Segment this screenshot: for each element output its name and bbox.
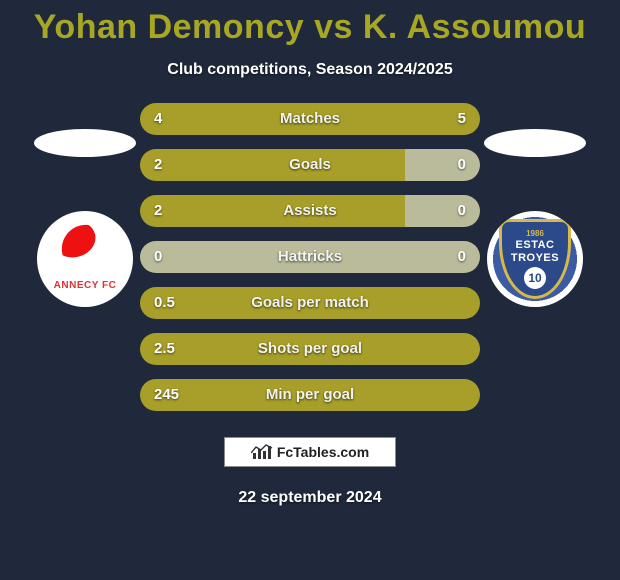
club-name-right-2: TROYES [511,252,559,264]
stat-label: Goals per match [140,287,480,319]
comparison-panel: ANNECY FC 45Matches 20Goals 20Assists 00Hat… [0,103,620,411]
player-left-avatar [34,129,136,157]
stat-label: Assists [140,195,480,227]
stat-bars: 45Matches 20Goals 20Assists 00Hattricks 0.5G… [140,103,480,411]
stat-row: 00Hattricks [140,241,480,273]
player-left-column: ANNECY FC [30,103,140,307]
club-name-left: ANNECY FC [54,280,117,291]
brand-logo: FcTables.com [224,437,396,467]
stat-label: Min per goal [140,379,480,411]
stat-label: Shots per goal [140,333,480,365]
club-year: 1986 [526,229,544,238]
club-badge-right: 1986 ESTAC TROYES 10 [487,211,583,307]
chart-icon [251,443,273,461]
brand-text: FcTables.com [277,444,369,460]
club-name-right: ESTAC [516,239,555,251]
date-text: 22 september 2024 [0,489,620,507]
stat-row: 0.5Goals per match [140,287,480,319]
stat-row: 20Goals [140,149,480,181]
stat-row: 245Min per goal [140,379,480,411]
stat-label: Matches [140,103,480,135]
club-shield-right: 1986 ESTAC TROYES 10 [499,219,571,299]
player-right-avatar [484,129,586,157]
page-title: Yohan Demoncy vs K. Assoumou [0,0,620,47]
subtitle: Club competitions, Season 2024/2025 [0,61,620,79]
stat-row: 20Assists [140,195,480,227]
club-number: 10 [524,267,546,289]
stat-label: Hattricks [140,241,480,273]
stat-row: 45Matches [140,103,480,135]
player-right-column: 1986 ESTAC TROYES 10 [480,103,590,307]
stat-row: 2.5Shots per goal [140,333,480,365]
club-badge-left: ANNECY FC [37,211,133,307]
stat-label: Goals [140,149,480,181]
